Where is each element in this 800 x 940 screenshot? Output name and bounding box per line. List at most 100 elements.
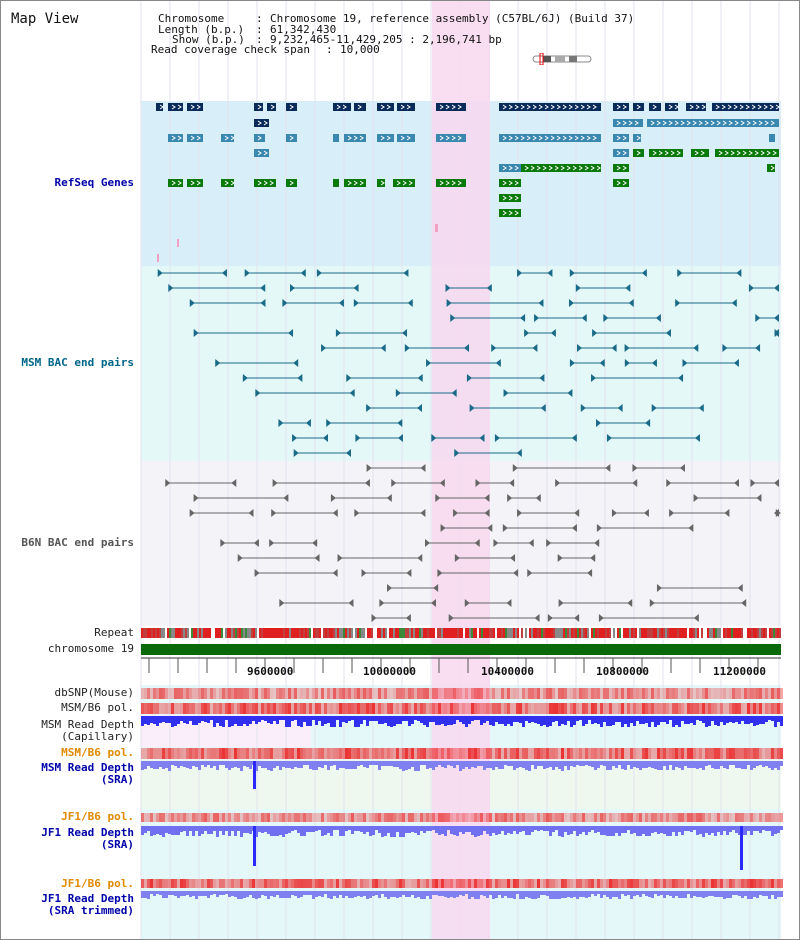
heat-cell — [747, 879, 750, 888]
repeat-cell — [239, 628, 241, 638]
repeat-cell — [603, 628, 605, 638]
track-label-msm-depth-sra-1[interactable]: MSM Read Depth — [41, 761, 134, 774]
depth-bar — [678, 891, 681, 898]
heat-cell — [432, 813, 435, 822]
heat-cell — [675, 688, 678, 699]
bac-end-arrow — [335, 329, 341, 337]
depth-bar — [237, 891, 240, 899]
track-label-chromosome[interactable]: chromosome 19 — [47, 642, 134, 655]
repeat-cell — [429, 628, 431, 638]
heat-cell — [519, 748, 522, 759]
heat-cell — [558, 703, 561, 714]
gene-strand-arrow — [560, 165, 565, 171]
heat-cell — [717, 703, 720, 714]
track-label-msm-depth-cap-1[interactable]: MSM Read Depth — [41, 718, 134, 731]
heat-cell — [513, 703, 516, 714]
depth-bar — [372, 826, 375, 835]
depth-bar — [312, 761, 315, 770]
gene-strand-arrow — [652, 104, 657, 110]
gene-exon — [633, 134, 641, 142]
depth-bar — [486, 716, 489, 721]
track-label-jf1-depth-sra-1[interactable]: JF1 Read Depth — [41, 826, 134, 839]
heat-cell — [639, 703, 642, 714]
depth-bar — [372, 761, 375, 765]
depth-bar — [549, 826, 552, 836]
heat-cell — [408, 879, 411, 888]
track-label-dbsnp[interactable]: dbSNP(Mouse) — [54, 686, 134, 699]
heat-cell — [384, 748, 387, 759]
depth-bar — [438, 761, 441, 765]
heat-cell — [249, 748, 252, 759]
depth-bar — [411, 826, 414, 832]
depth-bar — [495, 761, 498, 767]
track-label-jf1-depth-trim-2: (SRA trimmed) — [47, 904, 134, 917]
heat-cell — [594, 688, 597, 699]
track-label-jf1-depth-trim-1[interactable]: JF1 Read Depth — [41, 892, 134, 905]
heat-cell — [198, 703, 201, 714]
depth-bar — [486, 761, 489, 768]
repeat-cell — [357, 628, 359, 638]
depth-bar — [366, 716, 369, 726]
depth-bar — [474, 716, 477, 720]
depth-bar — [276, 716, 279, 724]
bac-end-arrow — [406, 569, 412, 577]
gene-exon — [333, 103, 351, 111]
repeat-cell — [765, 628, 767, 638]
gene-strand-arrow — [652, 150, 657, 156]
repeat-cell — [693, 628, 695, 638]
repeat-cell — [371, 628, 373, 638]
repeat-cell — [771, 628, 773, 638]
track-label-b6n-bac[interactable]: B6N BAC end pairs — [21, 536, 134, 549]
depth-bar — [588, 891, 591, 897]
gene-strand-arrow — [736, 150, 741, 156]
heat-cell — [321, 879, 324, 888]
heat-cell — [180, 748, 183, 759]
repeat-cell — [179, 628, 181, 638]
heat-cell — [201, 703, 204, 714]
repeat-cell — [333, 628, 335, 638]
track-label-repeat[interactable]: Repeat — [94, 626, 134, 639]
track-label-msm-bac[interactable]: MSM BAC end pairs — [21, 356, 134, 369]
depth-bar — [690, 826, 693, 832]
track-label-msm-b6-pol-2[interactable]: MSM/B6 pol. — [61, 746, 134, 759]
depth-bar — [720, 826, 723, 835]
depth-bar — [759, 761, 762, 765]
heat-cell — [744, 813, 747, 822]
bac-end-arrow — [736, 269, 742, 277]
track-label-refseq[interactable]: RefSeq Genes — [54, 176, 134, 189]
chromosome-key: Chromosome — [158, 12, 225, 25]
repeat-cell — [243, 628, 245, 638]
heat-cell — [660, 879, 663, 888]
heat-cell — [384, 688, 387, 699]
chromosome-ideogram[interactable] — [531, 52, 593, 66]
depth-bar — [375, 891, 378, 895]
gene-strand-arrow — [695, 104, 700, 110]
track-label-jf1-b6-pol-2[interactable]: JF1/B6 pol. — [61, 877, 134, 890]
repeat-cell — [719, 628, 721, 638]
track-label-msm-b6-pol-1[interactable]: MSM/B6 pol. — [61, 701, 134, 714]
gene-strand-arrow — [514, 165, 519, 171]
heat-cell — [228, 688, 231, 699]
gene-strand-arrow — [257, 135, 262, 141]
heat-cell — [351, 879, 354, 888]
heat-cell — [663, 748, 666, 759]
heat-cell — [495, 879, 498, 888]
heat-cell — [297, 703, 300, 714]
depth-bar — [432, 761, 435, 770]
track-label-jf1-b6-pol-1[interactable]: JF1/B6 pol. — [61, 810, 134, 823]
repeat-cell — [745, 628, 747, 638]
depth-bar — [771, 761, 774, 770]
depth-bar — [390, 761, 393, 766]
depth-bar — [375, 716, 378, 721]
depth-bar — [696, 826, 699, 835]
depth-bar — [273, 826, 276, 836]
depth-bar — [396, 761, 399, 767]
heat-cell — [324, 703, 327, 714]
heat-cell — [477, 813, 480, 822]
depth-bar — [717, 891, 720, 897]
depth-bar — [489, 716, 492, 725]
depth-bar — [627, 761, 630, 765]
depth-bar — [513, 826, 516, 831]
depth-bar — [228, 761, 231, 770]
heat-cell — [774, 688, 777, 699]
